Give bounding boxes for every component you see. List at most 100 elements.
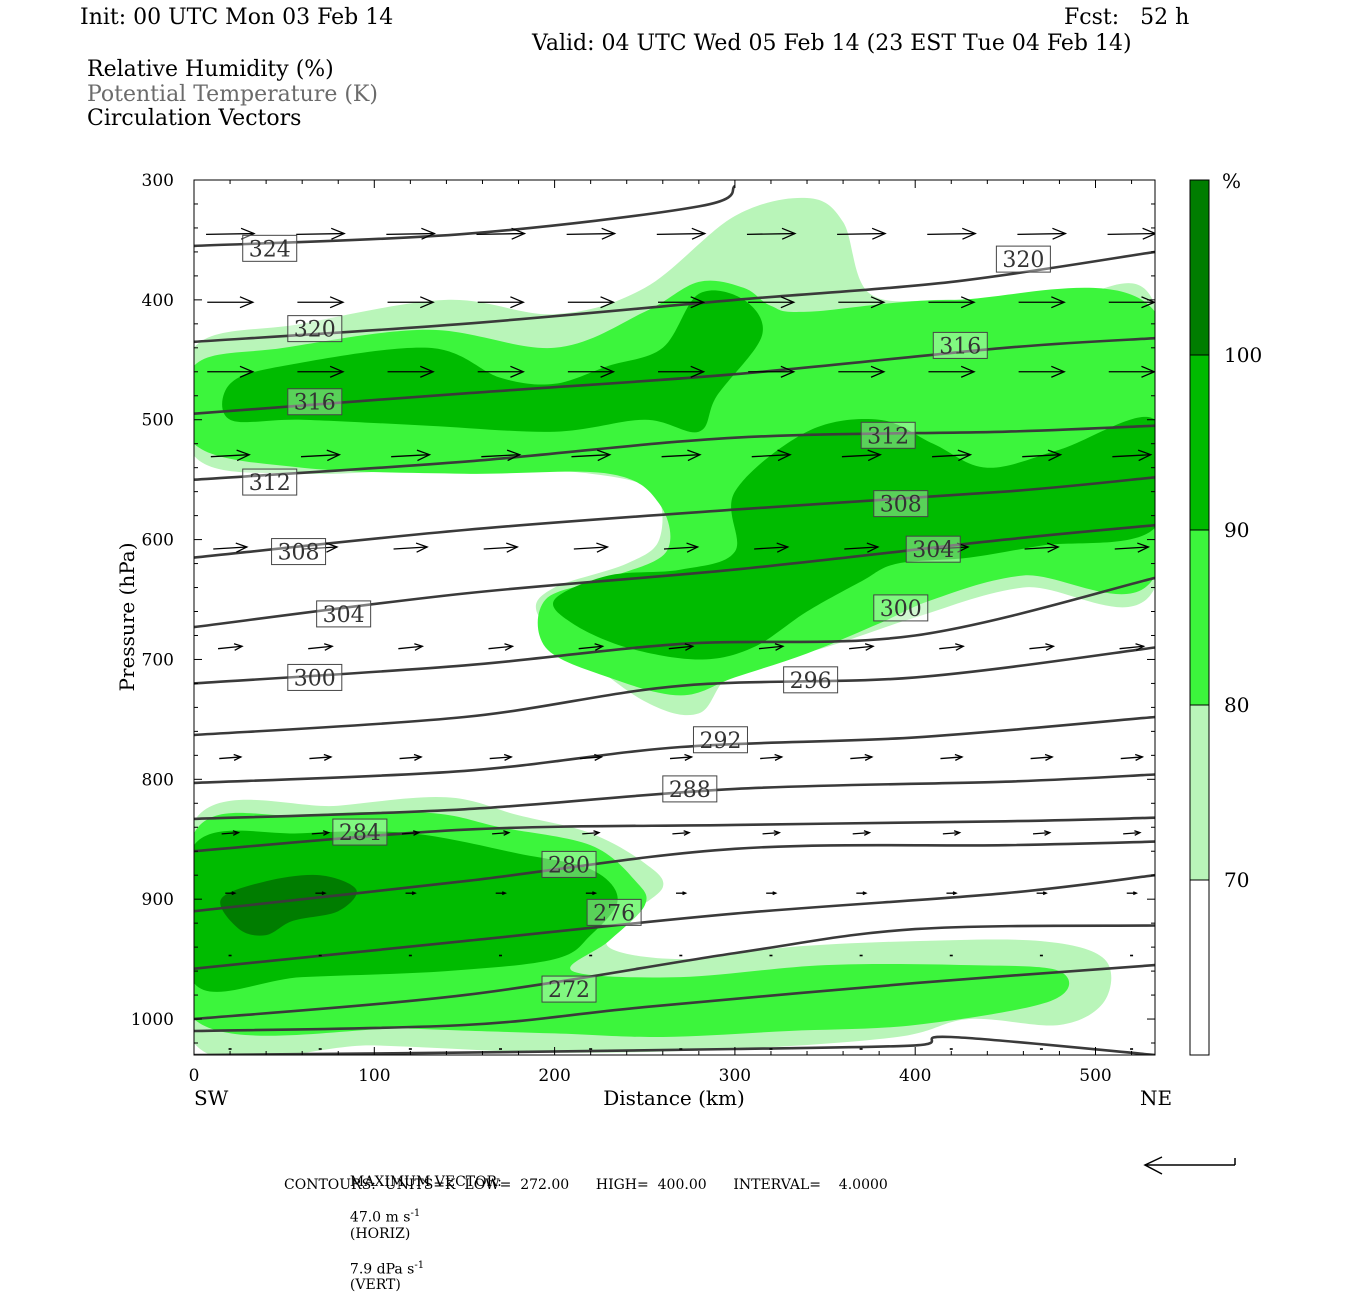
- contour-label-text: 324: [249, 237, 291, 262]
- contour-label-text: 304: [323, 603, 365, 628]
- contour-label-text: 288: [669, 778, 711, 803]
- colorbar-tick-label: 70: [1224, 868, 1249, 892]
- circulation-vector: [1032, 830, 1052, 836]
- circulation-vector: [221, 830, 241, 836]
- circulation-vector: [311, 830, 331, 836]
- circulation-vector: [566, 227, 617, 240]
- theta-contour-288: [194, 773, 1155, 821]
- field-rh: Relative Humidity (%): [87, 57, 334, 82]
- theta-contour-unlabeled: [194, 1035, 1155, 1055]
- x-tick-label: 500: [1079, 1066, 1111, 1086]
- circulation-vector: [489, 753, 513, 761]
- contour-label: 316: [287, 388, 343, 416]
- contour-label: 324: [242, 234, 298, 262]
- circulation-vector: [308, 643, 334, 651]
- circulation-vector: [1029, 643, 1056, 651]
- contour-label-text: 316: [294, 391, 336, 416]
- circulation-vector: [398, 643, 425, 651]
- plot-frame: [193, 179, 1156, 1056]
- contour-label-text: 272: [548, 978, 590, 1003]
- theta-contour-320: [194, 250, 1155, 344]
- theta-contour-324: [194, 184, 736, 248]
- y-tick-label: 900: [142, 890, 174, 910]
- circulation-vector: [210, 449, 251, 462]
- circulation-vector: [303, 542, 339, 553]
- circulation-vector: [751, 449, 792, 462]
- circulation-vector: [758, 643, 785, 651]
- contour-label: 288: [662, 775, 718, 803]
- circulation-vector: [300, 449, 342, 462]
- contour-label-text: 300: [294, 666, 336, 691]
- y-tick-label: 1000: [131, 1010, 174, 1030]
- circulation-vector: [206, 227, 256, 240]
- theta-contour-300: [194, 576, 1155, 685]
- circulation-vector: [676, 891, 688, 896]
- circulation-vector: [579, 753, 604, 761]
- circulation-vector: [927, 227, 977, 240]
- max-vector-label: MAXIMUM VECTOR:: [349, 1174, 502, 1190]
- circulation-vector: [483, 542, 519, 553]
- colorbar-tick-label: 100: [1224, 343, 1262, 367]
- contour-label: 280: [541, 850, 597, 878]
- y-tick-label: 800: [142, 770, 174, 790]
- contour-label: 316: [932, 331, 988, 359]
- contour-label-text: 292: [699, 729, 741, 754]
- y-tick-label: 700: [142, 650, 174, 670]
- circulation-vector: [401, 830, 421, 836]
- theta-contour-312: [194, 424, 1155, 481]
- circulation-vector: [399, 753, 423, 761]
- circulation-vector: [939, 643, 965, 651]
- circulation-vector: [405, 891, 417, 896]
- x-tick-label: 100: [358, 1066, 390, 1086]
- rh-region-90: [222, 290, 763, 433]
- theta-contour-304: [194, 523, 1155, 629]
- circulation-vector: [661, 449, 702, 462]
- circulation-vector: [225, 891, 237, 896]
- circulation-vector: [585, 891, 598, 896]
- circulation-vector: [928, 296, 976, 309]
- contour-label-text: 284: [339, 821, 381, 846]
- circulation-vector: [477, 296, 525, 309]
- circulation-vector: [207, 296, 255, 309]
- circulation-vector: [852, 830, 872, 836]
- circulation-vector: [658, 296, 706, 309]
- circulation-vector: [748, 365, 796, 378]
- circulation-vector: [746, 227, 797, 240]
- valid-time: Valid: 04 UTC Wed 05 Feb 14 (23 EST Tue …: [532, 31, 1132, 56]
- circulation-vector: [393, 542, 429, 553]
- circulation-vector: [315, 891, 327, 896]
- circulation-vector: [940, 753, 964, 761]
- init-time: Init: 00 UTC Mon 03 Feb 14: [80, 5, 394, 30]
- colorbar-band: [1190, 880, 1209, 1055]
- circulation-vector: [571, 449, 612, 462]
- circulation-vector: [1018, 296, 1066, 309]
- circulation-vector: [946, 891, 958, 896]
- circulation-vector: [928, 365, 976, 378]
- circulation-vector: [1119, 643, 1146, 651]
- circulation-vector: [1024, 542, 1060, 553]
- circulation-vector: [1126, 891, 1139, 896]
- contour-label: 312: [242, 468, 298, 496]
- circulation-vector: [837, 227, 887, 240]
- circulation-vector: [849, 643, 875, 651]
- theta-contour-284: [194, 816, 1155, 853]
- theta-contour-292: [194, 715, 1155, 785]
- rh-region-100: [220, 874, 357, 936]
- circulation-vector: [309, 753, 333, 761]
- circulation-vector: [492, 830, 511, 836]
- colorbar-band: [1190, 705, 1209, 880]
- circulation-vector: [1030, 753, 1054, 761]
- circulation-vector: [213, 542, 249, 553]
- vert-tag: (VERT): [349, 1277, 401, 1293]
- horiz-tag: (HORIZ): [349, 1225, 411, 1242]
- contour-label-text: 312: [867, 424, 909, 449]
- contour-label: 276: [586, 898, 642, 926]
- theta-contours: [194, 184, 1155, 1055]
- circulation-vector: [1107, 227, 1155, 240]
- theta-contour-316: [194, 336, 1155, 415]
- circulation-vector: [754, 542, 790, 553]
- contour-label-text: 320: [294, 318, 336, 343]
- x-tick-label: 200: [538, 1066, 570, 1086]
- circulation-vector: [481, 449, 522, 462]
- circulation-vector: [932, 449, 973, 462]
